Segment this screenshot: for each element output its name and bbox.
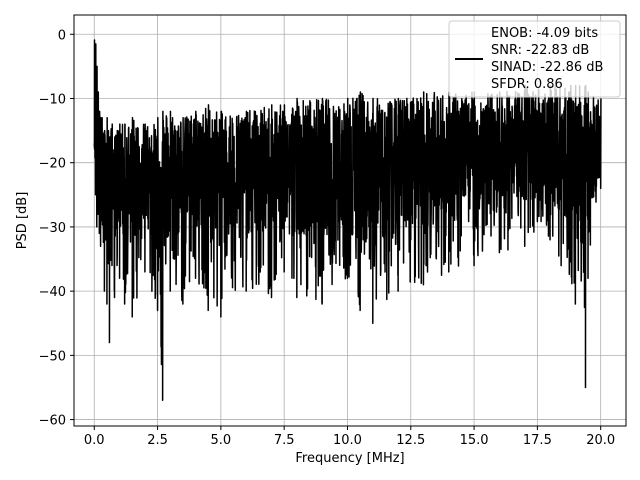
ticks: 0.0 2.5 5.0 7.5 10.0 12.5 15.0 17.5 20.0 0 −10 −20 −… — [39, 28, 616, 448]
legend-enob: ENOB: -4.09 bits — [491, 26, 598, 41]
x-tick-label: 12.5 — [396, 433, 425, 448]
data-layer — [93, 39, 602, 402]
plot-frame — [73, 14, 627, 427]
legend-sfdr: SFDR: 0.86 — [491, 77, 563, 92]
y-tick-label: −50 — [39, 349, 66, 364]
y-tick-label: −20 — [39, 157, 66, 172]
x-tick-label: 10.0 — [333, 433, 362, 448]
legend: ENOB: -4.09 bits SNR: -22.83 dB SINAD: -… — [448, 20, 621, 98]
y-tick-label: −40 — [39, 285, 66, 300]
y-tick-label: −30 — [39, 221, 66, 236]
y-tick-label: −60 — [39, 414, 66, 429]
x-tick-label: 0.0 — [84, 433, 105, 448]
psd-line — [93, 39, 602, 402]
legend-snr: SNR: -22.83 dB — [491, 43, 589, 58]
x-axis-label: Frequency [MHz] — [295, 451, 404, 466]
legend-sinad: SINAD: -22.86 dB — [491, 60, 603, 75]
y-axis-label: PSD [dB] — [15, 192, 30, 250]
x-tick-label: 15.0 — [460, 433, 489, 448]
x-tick-label: 7.5 — [274, 433, 295, 448]
y-tick-label: −10 — [39, 92, 66, 107]
legend-box — [448, 20, 621, 98]
x-tick-label: 2.5 — [147, 433, 168, 448]
x-tick-label: 17.5 — [523, 433, 552, 448]
x-tick-label: 20.0 — [586, 433, 615, 448]
y-tick-label: 0 — [58, 28, 66, 43]
x-tick-label: 5.0 — [211, 433, 232, 448]
